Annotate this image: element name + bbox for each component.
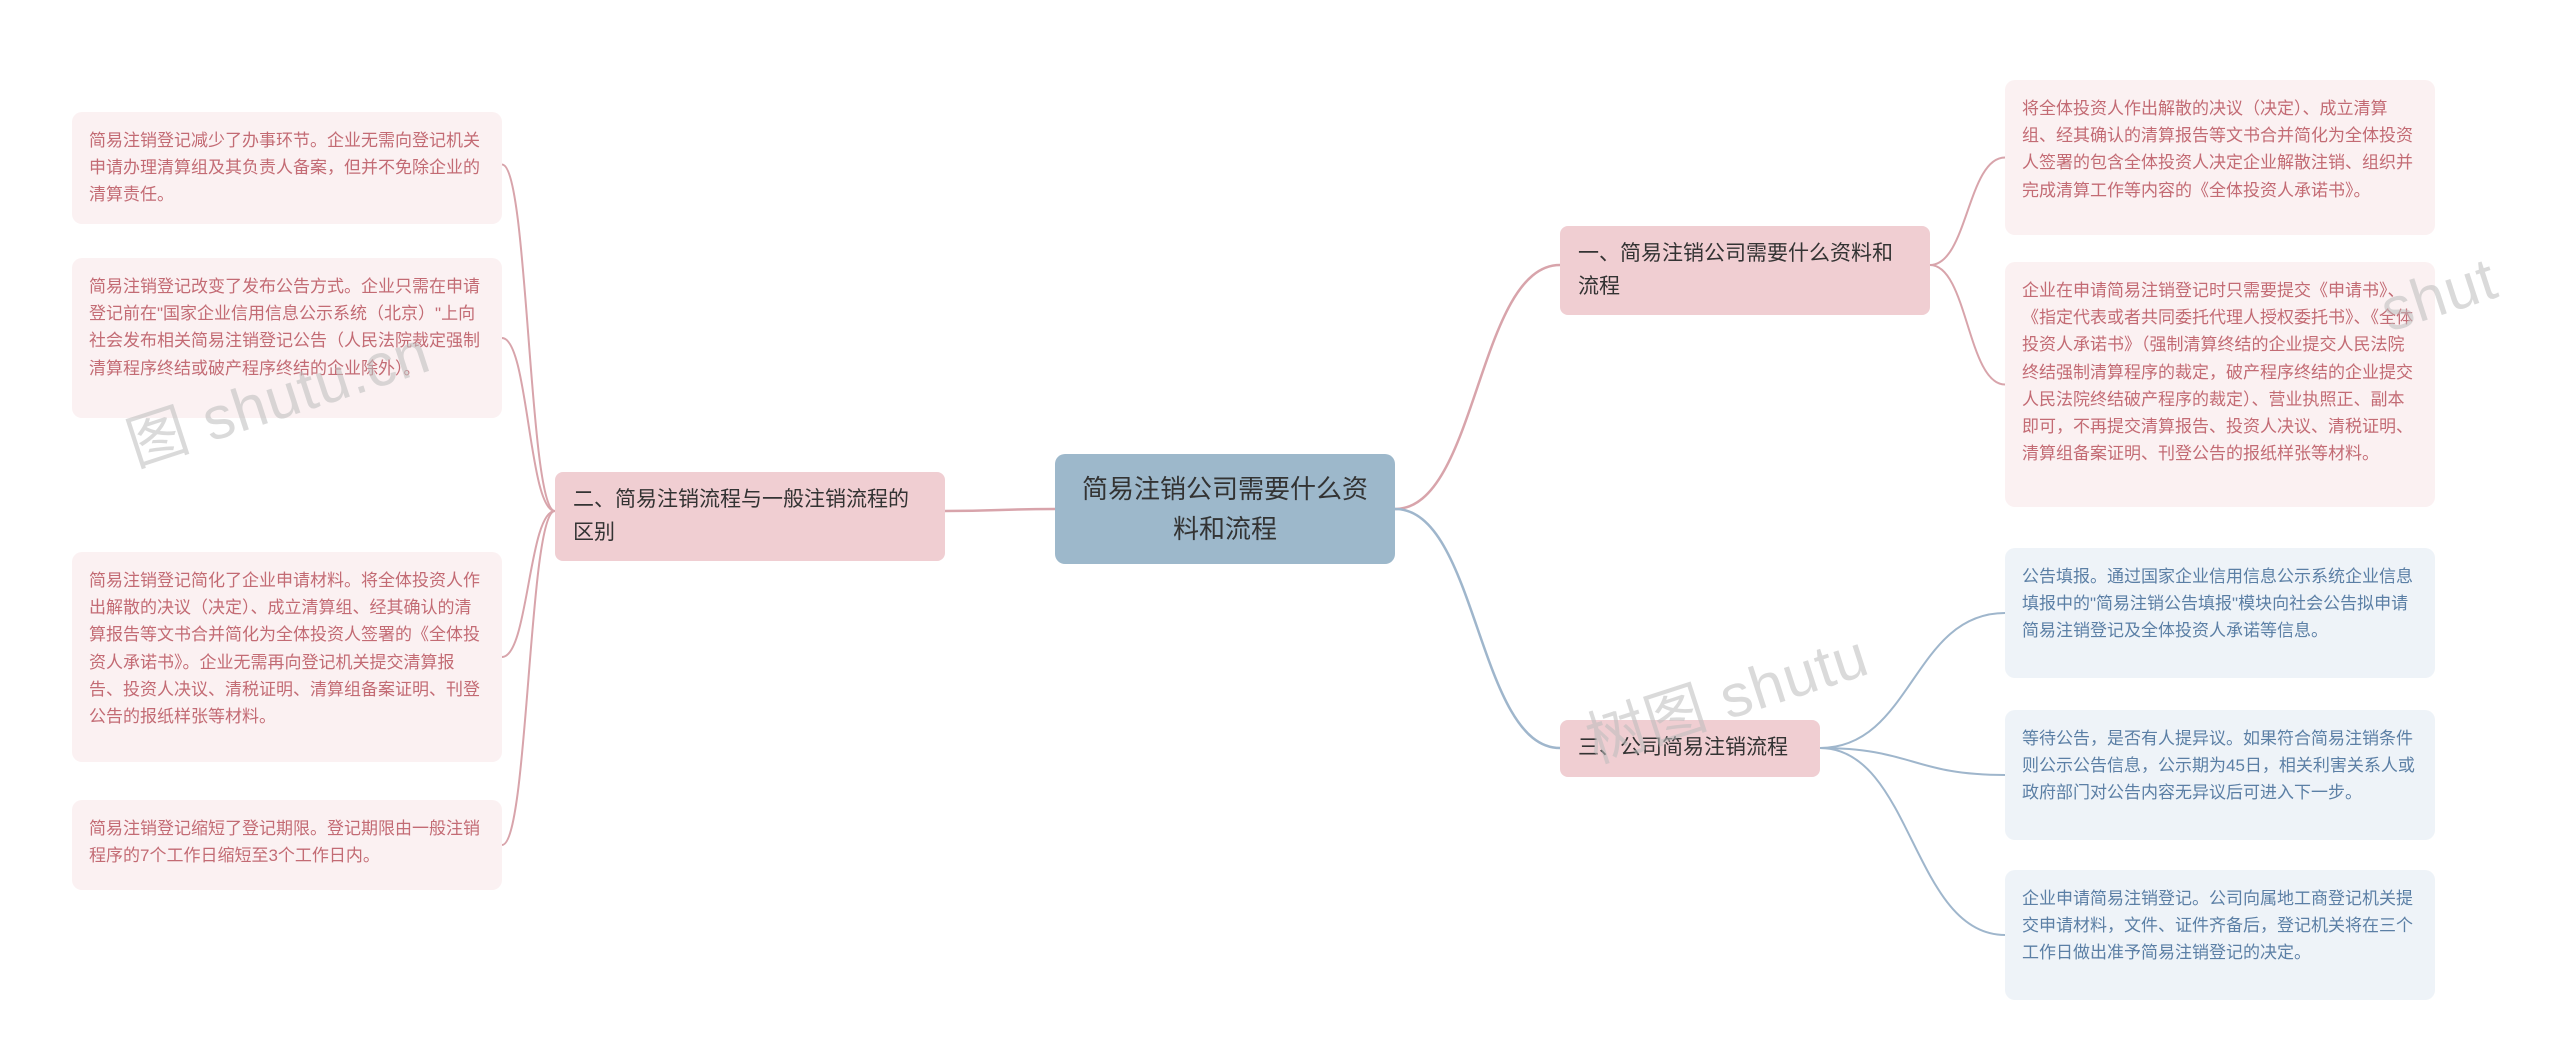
leaf-text: 等待公告，是否有人提异议。如果符合简易注销条件则公示公告信息，公示期为45日，相… [2022, 725, 2418, 807]
leaf-text: 简易注销登记减少了办事环节。企业无需向登记机关申请办理清算组及其负责人备案，但并… [89, 127, 485, 209]
leaf-node: 企业在申请简易注销登记时只需要提交《申请书》、《指定代表或者共同委托代理人授权委… [2005, 262, 2435, 507]
leaf-node: 简易注销登记减少了办事环节。企业无需向登记机关申请办理清算组及其负责人备案，但并… [72, 112, 502, 224]
leaf-node: 简易注销登记缩短了登记期限。登记期限由一般注销程序的7个工作日缩短至3个工作日内… [72, 800, 502, 890]
leaf-node: 公告填报。通过国家企业信用信息公示系统企业信息填报中的"简易注销公告填报"模块向… [2005, 548, 2435, 678]
leaf-node: 简易注销登记简化了企业申请材料。将全体投资人作出解散的决议（决定）、成立清算组、… [72, 552, 502, 762]
leaf-node: 企业申请简易注销登记。公司向属地工商登记机关提交申请材料，文件、证件齐备后，登记… [2005, 870, 2435, 1000]
leaf-node: 等待公告，是否有人提异议。如果符合简易注销条件则公示公告信息，公示期为45日，相… [2005, 710, 2435, 840]
branch-node: 三、公司简易注销流程 [1560, 720, 1820, 777]
leaf-text: 企业在申请简易注销登记时只需要提交《申请书》、《指定代表或者共同委托代理人授权委… [2022, 277, 2418, 467]
leaf-text: 企业申请简易注销登记。公司向属地工商登记机关提交申请材料，文件、证件齐备后，登记… [2022, 885, 2418, 967]
leaf-text: 将全体投资人作出解散的决议（决定）、成立清算组、经其确认的清算报告等文书合并简化… [2022, 95, 2418, 204]
center-node: 简易注销公司需要什么资料和流程 [1055, 454, 1395, 564]
leaf-node: 将全体投资人作出解散的决议（决定）、成立清算组、经其确认的清算报告等文书合并简化… [2005, 80, 2435, 235]
leaf-text: 简易注销登记改变了发布公告方式。企业只需在申请登记前在"国家企业信用信息公示系统… [89, 273, 485, 382]
branch-node: 二、简易注销流程与一般注销流程的区别 [555, 472, 945, 561]
leaf-text: 公告填报。通过国家企业信用信息公示系统企业信息填报中的"简易注销公告填报"模块向… [2022, 563, 2418, 645]
leaf-text: 简易注销登记缩短了登记期限。登记期限由一般注销程序的7个工作日缩短至3个工作日内… [89, 815, 485, 869]
leaf-node: 简易注销登记改变了发布公告方式。企业只需在申请登记前在"国家企业信用信息公示系统… [72, 258, 502, 418]
leaf-text: 简易注销登记简化了企业申请材料。将全体投资人作出解散的决议（决定）、成立清算组、… [89, 567, 485, 730]
branch-node: 一、简易注销公司需要什么资料和流程 [1560, 226, 1930, 315]
